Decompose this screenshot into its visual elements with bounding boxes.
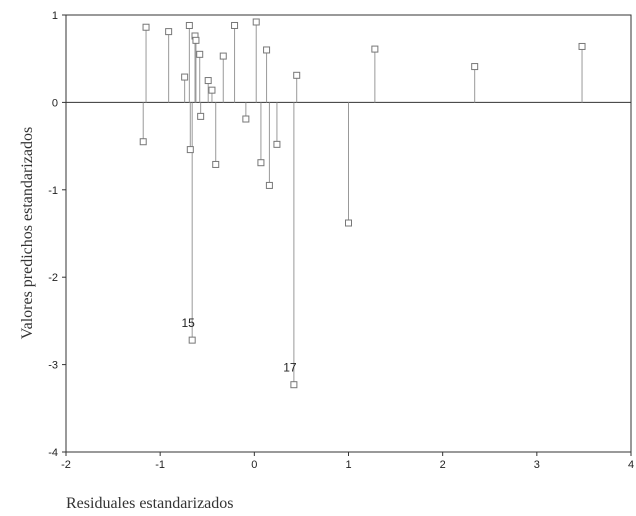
data-point [293,71,301,79]
data-point [192,36,200,44]
y-axis-title: Valores predichos estandarizados [19,127,36,339]
data-point [197,112,205,120]
y-tick-label: -2 [48,272,58,284]
data-point [165,28,173,36]
plot-border [65,14,632,453]
data-point [142,23,150,31]
y-tick-label: -3 [48,360,58,372]
x-tick-label: -1 [155,459,165,471]
point-label: 17 [283,361,297,375]
x-tick-label: 3 [534,459,540,471]
x-tick-label: 4 [628,459,634,471]
y-tick-label: 1 [52,10,58,22]
data-point [252,18,260,26]
data-point [139,138,147,146]
x-axis-title: Residuales estandarizados [66,495,234,512]
data-point [257,159,265,167]
y-axis-ticks: 1 0 -1 -2 -3 -4 [48,10,66,459]
data-point [345,219,352,227]
point-label: 15 [182,316,196,330]
y-tick-label: 0 [52,97,58,109]
data-point [204,77,212,85]
data-point [471,63,479,71]
plot-area [65,14,632,453]
y-tick-label: -1 [48,185,58,197]
markers-group [139,18,586,389]
stems-group [142,21,583,385]
x-axis-ticks: -2 -1 0 1 2 3 4 [61,452,634,471]
data-point [186,146,194,154]
data-point [371,45,379,53]
data-point [208,86,216,94]
data-point [181,73,189,81]
data-point [188,336,196,344]
data-point [231,21,239,29]
data-point [578,42,586,50]
data-point [265,181,273,189]
data-point [263,46,271,54]
data-point [196,50,204,58]
x-tick-label: 2 [440,459,446,471]
x-tick-label: -2 [61,459,71,471]
y-tick-label: -4 [48,447,58,459]
data-point [290,381,298,389]
x-tick-label: 1 [345,459,351,471]
data-point [185,21,193,29]
data-point [212,160,220,168]
data-point [273,140,281,148]
data-point [219,52,227,60]
x-tick-label: 0 [251,459,257,471]
data-point [242,115,250,123]
